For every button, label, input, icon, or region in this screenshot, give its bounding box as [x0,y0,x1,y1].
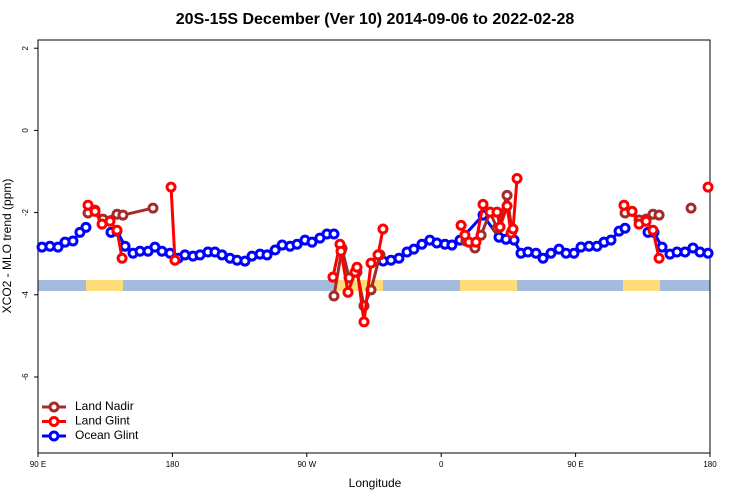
point [470,236,482,248]
point [653,209,665,221]
point [147,202,159,214]
point [111,224,123,236]
point [117,209,129,221]
point [537,252,549,264]
point [80,221,92,233]
legend-label: Land Glint [75,414,130,428]
x-axis-label: Longitude [349,476,402,490]
legend-marker [48,401,60,413]
point [261,249,273,261]
legend-marker [48,416,60,427]
y-tick-label: -6 [21,373,30,381]
point [372,249,384,261]
legend-label: Land Nadir [75,399,134,413]
point [306,236,318,248]
point [239,255,251,267]
point [67,235,79,247]
x-tick-label: 0 [439,460,444,469]
y-tick-label: 2 [21,45,30,50]
point [656,241,668,253]
x-tick-label: 180 [703,460,717,469]
point [477,198,489,210]
point [377,223,389,235]
point [619,222,631,234]
x-tick-label: 180 [166,460,180,469]
legend-marker [48,430,60,442]
point [89,205,101,217]
point [269,244,281,256]
point [653,252,665,264]
point [446,239,458,251]
point [416,238,428,250]
x-tick-label: 90 W [297,460,316,469]
land-band [86,280,123,291]
point [358,316,370,328]
point [511,172,523,184]
point [104,215,116,227]
point [328,290,340,302]
y-axis-label: XCO2 - MLO trend (ppm) [0,179,14,314]
series-line [88,178,708,321]
point [545,247,557,259]
point [626,205,638,217]
point [640,215,652,227]
y-tick-label: -4 [21,291,30,299]
point [328,228,340,240]
point [119,240,131,252]
point [164,247,176,259]
x-tick-label: 90 E [567,460,583,469]
point [647,224,659,236]
point [169,254,181,266]
point [501,200,513,212]
point [702,247,714,259]
point [393,252,405,264]
point [342,286,354,298]
point [408,243,420,255]
x-tick-label: 90 E [30,460,46,469]
point [702,181,714,193]
point [52,241,64,253]
point [491,206,503,218]
point [116,252,128,264]
y-tick-label: 0 [21,128,30,133]
y-tick-label: -2 [21,208,30,216]
point [618,199,630,211]
point [351,261,363,273]
point [679,246,691,258]
chart-title: 20S-15S December (Ver 10) 2014-09-06 to … [176,11,575,28]
point [82,199,94,211]
point [507,223,519,235]
land-band [623,280,660,291]
point [685,202,697,214]
point [501,189,513,201]
point [165,181,177,193]
point [530,247,542,259]
point [327,271,339,283]
land-band [460,280,517,291]
legend-label: Ocean Glint [75,428,139,442]
point [291,238,303,250]
point [568,247,580,259]
point [455,219,467,231]
point [365,257,377,269]
point [335,245,347,257]
point [605,234,617,246]
point [494,221,506,233]
